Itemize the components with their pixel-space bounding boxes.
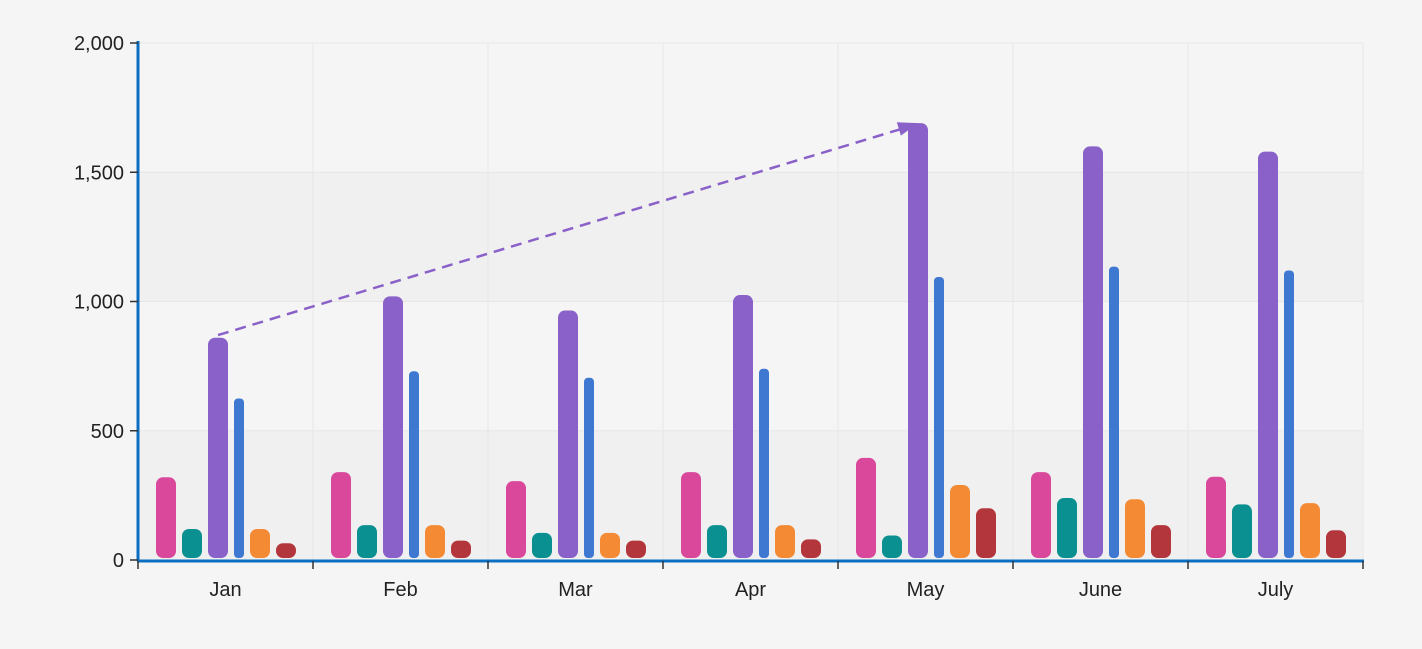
bar-may-series-4 (934, 276, 944, 558)
bar-jan-series-1 (156, 477, 176, 558)
y-tick-label: 500 (91, 421, 124, 443)
bar-jan-series-6 (276, 543, 296, 558)
bar-feb-series-1 (331, 472, 351, 558)
bar-mar-series-3 (558, 310, 578, 558)
y-tick-labels: 0 500 1,000 1,500 2,000 (74, 33, 124, 572)
bar-mar-series-6 (626, 540, 646, 558)
bar-may-series-5 (950, 485, 970, 558)
bar-jan-series-4 (234, 398, 244, 558)
bar-july-series-5 (1300, 503, 1320, 558)
bar-apr-series-4 (759, 368, 769, 558)
trend-line-group (217, 122, 918, 337)
bar-apr-series-5 (775, 525, 795, 558)
x-tick-labels: Jan Feb Mar Apr May June July (209, 579, 1293, 601)
y-tick-label: 2,000 (74, 33, 124, 55)
grid-band (138, 43, 1363, 173)
axes (130, 41, 1364, 569)
bar-mar-series-1 (506, 481, 526, 558)
bar-june-series-2 (1057, 497, 1077, 558)
bar-june-series-3 (1083, 146, 1103, 558)
bar-mar-series-4 (584, 377, 594, 558)
x-tick-label: Feb (383, 579, 417, 601)
bar-feb-series-4 (409, 371, 419, 558)
bar-feb-series-2 (357, 525, 377, 558)
trend-line (217, 123, 915, 337)
bar-feb-series-5 (425, 525, 445, 558)
x-tick-label: Jan (209, 579, 241, 601)
bar-mar-series-2 (532, 532, 552, 558)
bar-july-series-6 (1326, 530, 1346, 558)
x-tick-label: July (1258, 579, 1294, 601)
bar-july-series-1 (1206, 476, 1226, 558)
bar-may-series-1 (856, 457, 876, 558)
y-tick-label: 1,000 (74, 292, 124, 314)
y-tick-label: 1,500 (74, 162, 124, 184)
bar-july-series-4 (1284, 270, 1294, 558)
bar-june-series-1 (1031, 472, 1051, 558)
bar-june-series-6 (1151, 525, 1171, 558)
bar-may-series-3 (908, 123, 928, 558)
bar-apr-series-1 (681, 472, 701, 558)
trend-arrowhead (896, 122, 918, 136)
bar-apr-series-6 (801, 539, 821, 558)
x-tick-label: June (1079, 579, 1122, 601)
grid-band (138, 172, 1363, 302)
bar-may-series-6 (976, 508, 996, 558)
y-tick-label: 0 (113, 550, 124, 572)
bars (156, 123, 1346, 558)
bar-jan-series-5 (250, 528, 270, 558)
bar-mar-series-5 (600, 532, 620, 558)
bar-feb-series-3 (383, 296, 403, 558)
bar-june-series-4 (1109, 266, 1119, 558)
x-tick-label: Apr (735, 579, 766, 601)
bar-may-series-2 (882, 535, 902, 558)
bar-july-series-2 (1232, 504, 1252, 558)
bar-apr-series-3 (733, 295, 753, 558)
x-tick-label: Mar (558, 579, 593, 601)
bar-apr-series-2 (707, 525, 727, 558)
bar-july-series-3 (1258, 151, 1278, 558)
x-tick-label: May (907, 579, 945, 601)
bar-jan-series-2 (182, 528, 202, 558)
bar-jan-series-3 (208, 337, 228, 558)
bar-feb-series-6 (451, 540, 471, 558)
bar-june-series-5 (1125, 499, 1145, 558)
